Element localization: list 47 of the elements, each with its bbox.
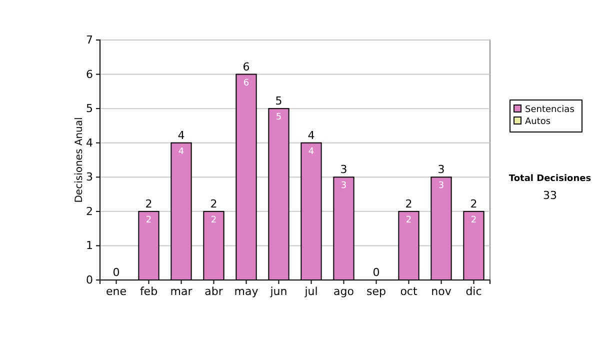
y-tick-label: 1	[86, 239, 93, 252]
total-label: 2	[405, 197, 412, 210]
legend-label: Sentencias	[525, 105, 575, 115]
total-label: 3	[340, 163, 348, 176]
data-label: 2	[406, 215, 412, 226]
total-label: 2	[145, 197, 152, 210]
x-tick-label: abr	[204, 284, 224, 298]
total-label: 4	[308, 128, 315, 142]
total-label: 5	[275, 94, 282, 108]
y-tick-label: 7	[86, 34, 93, 47]
data-label: 4	[178, 146, 184, 157]
total-label: 0	[112, 266, 120, 279]
data-label: 2	[146, 215, 152, 226]
x-tick-label: jul	[304, 284, 318, 298]
total-label: 2	[470, 197, 478, 210]
total-label: 3	[438, 163, 445, 176]
data-label: 2	[470, 215, 477, 226]
y-tick-label: 3	[86, 170, 93, 184]
data-label: 4	[308, 146, 314, 157]
total-label: 4	[178, 128, 185, 142]
legend-label: Autos	[525, 117, 551, 127]
x-tick-label: nov	[431, 284, 452, 298]
x-tick-label: dic	[466, 284, 482, 298]
y-axis-title: Decisiones Anual	[74, 117, 85, 203]
data-label: 3	[438, 181, 444, 192]
data-label: 6	[243, 78, 250, 88]
y-tick-label: 5	[86, 102, 93, 116]
data-label: 2	[210, 215, 217, 226]
x-tick-label: may	[234, 284, 259, 298]
text: 33	[543, 189, 557, 202]
total-label: 2	[210, 197, 218, 210]
y-tick-label: 0	[86, 274, 93, 287]
x-tick-label: ene	[106, 284, 127, 298]
x-tick-label: jun	[269, 284, 288, 298]
x-tick-label: mar	[170, 284, 193, 298]
text: Total Decisiones	[508, 174, 592, 184]
x-tick-label: oct	[400, 284, 418, 298]
x-tick-label: feb	[140, 284, 158, 298]
y-tick-label: 2	[86, 204, 93, 218]
y-tick-label: 6	[86, 68, 93, 81]
x-tick-label: sep	[366, 284, 386, 298]
total-label: 6	[242, 60, 250, 74]
x-tick-label: ago	[334, 284, 354, 298]
data-label: 5	[276, 112, 282, 123]
y-tick-label: 4	[86, 136, 93, 150]
total-label: 0	[372, 266, 380, 279]
data-label: 3	[340, 181, 347, 192]
